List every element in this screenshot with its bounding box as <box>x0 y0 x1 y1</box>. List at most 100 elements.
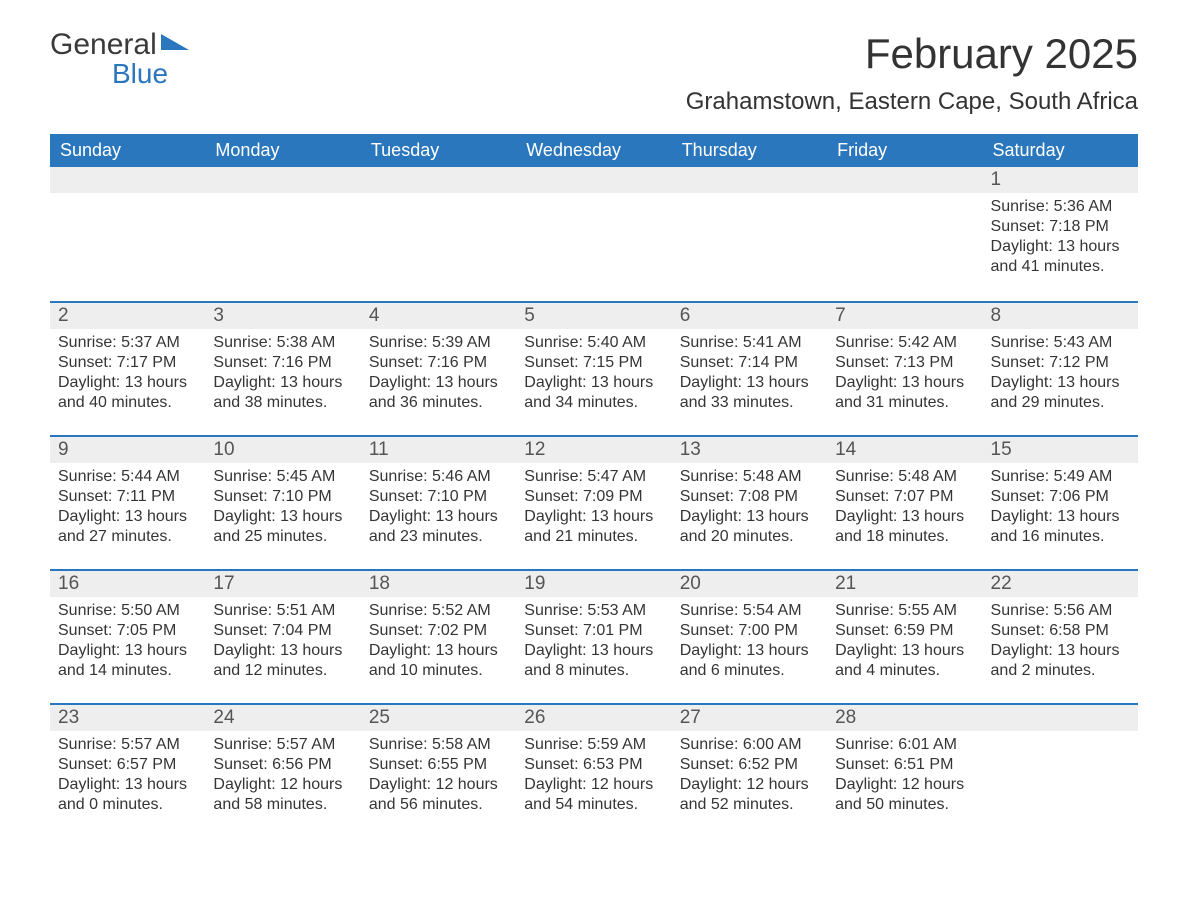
sunrise-line: Sunrise: 5:53 AM <box>524 601 663 621</box>
calendar-body: 1Sunrise: 5:36 AMSunset: 7:18 PMDaylight… <box>50 167 1138 823</box>
daylight-line: Daylight: 13 hours and 34 minutes. <box>524 373 663 413</box>
sunset-line: Sunset: 7:10 PM <box>369 487 508 507</box>
sunset-line: Sunset: 6:59 PM <box>835 621 974 641</box>
daylight-line: Daylight: 12 hours and 50 minutes. <box>835 775 974 815</box>
daylight-line: Daylight: 13 hours and 38 minutes. <box>213 373 352 413</box>
sunset-line: Sunset: 6:57 PM <box>58 755 197 775</box>
day-details: Sunrise: 5:39 AMSunset: 7:16 PMDaylight:… <box>361 329 516 421</box>
day-number: 22 <box>983 569 1138 597</box>
calendar-table: SundayMondayTuesdayWednesdayThursdayFrid… <box>50 134 1138 823</box>
day-details: Sunrise: 6:01 AMSunset: 6:51 PMDaylight:… <box>827 731 982 823</box>
day-number: 17 <box>205 569 360 597</box>
sunrise-line: Sunrise: 5:45 AM <box>213 467 352 487</box>
calendar-cell: 6Sunrise: 5:41 AMSunset: 7:14 PMDaylight… <box>672 301 827 435</box>
day-details: Sunrise: 5:58 AMSunset: 6:55 PMDaylight:… <box>361 731 516 823</box>
day-details: Sunrise: 5:55 AMSunset: 6:59 PMDaylight:… <box>827 597 982 689</box>
calendar-row: 9Sunrise: 5:44 AMSunset: 7:11 PMDaylight… <box>50 435 1138 569</box>
sunset-line: Sunset: 7:11 PM <box>58 487 197 507</box>
day-number: 26 <box>516 703 671 731</box>
calendar-cell: 17Sunrise: 5:51 AMSunset: 7:04 PMDayligh… <box>205 569 360 703</box>
daylight-line: Daylight: 13 hours and 27 minutes. <box>58 507 197 547</box>
calendar-cell: 28Sunrise: 6:01 AMSunset: 6:51 PMDayligh… <box>827 703 982 823</box>
sunrise-line: Sunrise: 5:56 AM <box>991 601 1130 621</box>
brand-triangle-icon <box>161 30 189 55</box>
sunrise-line: Sunrise: 5:43 AM <box>991 333 1130 353</box>
day-number: 25 <box>361 703 516 731</box>
calendar-cell: 3Sunrise: 5:38 AMSunset: 7:16 PMDaylight… <box>205 301 360 435</box>
calendar-cell: 5Sunrise: 5:40 AMSunset: 7:15 PMDaylight… <box>516 301 671 435</box>
daylight-line: Daylight: 13 hours and 12 minutes. <box>213 641 352 681</box>
day-details: Sunrise: 5:46 AMSunset: 7:10 PMDaylight:… <box>361 463 516 555</box>
sunset-line: Sunset: 7:02 PM <box>369 621 508 641</box>
calendar-cell: 16Sunrise: 5:50 AMSunset: 7:05 PMDayligh… <box>50 569 205 703</box>
day-number: 9 <box>50 435 205 463</box>
sunrise-line: Sunrise: 5:36 AM <box>991 197 1130 217</box>
daylight-line: Daylight: 13 hours and 4 minutes. <box>835 641 974 681</box>
daylight-line: Daylight: 13 hours and 2 minutes. <box>991 641 1130 681</box>
daylight-line: Daylight: 13 hours and 33 minutes. <box>680 373 819 413</box>
sunrise-line: Sunrise: 5:55 AM <box>835 601 974 621</box>
daylight-line: Daylight: 12 hours and 54 minutes. <box>524 775 663 815</box>
empty-day-head <box>205 167 360 193</box>
calendar-cell: 21Sunrise: 5:55 AMSunset: 6:59 PMDayligh… <box>827 569 982 703</box>
day-details: Sunrise: 5:42 AMSunset: 7:13 PMDaylight:… <box>827 329 982 421</box>
day-details: Sunrise: 5:45 AMSunset: 7:10 PMDaylight:… <box>205 463 360 555</box>
daylight-line: Daylight: 13 hours and 23 minutes. <box>369 507 508 547</box>
day-details: Sunrise: 5:41 AMSunset: 7:14 PMDaylight:… <box>672 329 827 421</box>
calendar-cell: 23Sunrise: 5:57 AMSunset: 6:57 PMDayligh… <box>50 703 205 823</box>
day-details: Sunrise: 5:57 AMSunset: 6:56 PMDaylight:… <box>205 731 360 823</box>
brand-logo: General Blue <box>50 30 189 90</box>
weekday-header: Thursday <box>672 134 827 167</box>
sunset-line: Sunset: 7:08 PM <box>680 487 819 507</box>
sunrise-line: Sunrise: 5:48 AM <box>680 467 819 487</box>
day-details: Sunrise: 5:51 AMSunset: 7:04 PMDaylight:… <box>205 597 360 689</box>
daylight-line: Daylight: 13 hours and 29 minutes. <box>991 373 1130 413</box>
day-details: Sunrise: 5:53 AMSunset: 7:01 PMDaylight:… <box>516 597 671 689</box>
sunrise-line: Sunrise: 5:39 AM <box>369 333 508 353</box>
day-details: Sunrise: 5:40 AMSunset: 7:15 PMDaylight:… <box>516 329 671 421</box>
daylight-line: Daylight: 12 hours and 58 minutes. <box>213 775 352 815</box>
sunset-line: Sunset: 6:56 PM <box>213 755 352 775</box>
calendar-cell: 4Sunrise: 5:39 AMSunset: 7:16 PMDaylight… <box>361 301 516 435</box>
empty-day-head <box>983 703 1138 731</box>
sunset-line: Sunset: 6:55 PM <box>369 755 508 775</box>
calendar-cell: 18Sunrise: 5:52 AMSunset: 7:02 PMDayligh… <box>361 569 516 703</box>
empty-day-head <box>361 167 516 193</box>
sunset-line: Sunset: 6:58 PM <box>991 621 1130 641</box>
calendar-cell: 9Sunrise: 5:44 AMSunset: 7:11 PMDaylight… <box>50 435 205 569</box>
day-number: 5 <box>516 301 671 329</box>
calendar-cell: 27Sunrise: 6:00 AMSunset: 6:52 PMDayligh… <box>672 703 827 823</box>
empty-day-head <box>672 167 827 193</box>
daylight-line: Daylight: 13 hours and 40 minutes. <box>58 373 197 413</box>
sunrise-line: Sunrise: 5:50 AM <box>58 601 197 621</box>
sunrise-line: Sunrise: 5:51 AM <box>213 601 352 621</box>
calendar-cell: 24Sunrise: 5:57 AMSunset: 6:56 PMDayligh… <box>205 703 360 823</box>
day-details: Sunrise: 5:49 AMSunset: 7:06 PMDaylight:… <box>983 463 1138 555</box>
day-number: 11 <box>361 435 516 463</box>
sunrise-line: Sunrise: 5:37 AM <box>58 333 197 353</box>
sunset-line: Sunset: 6:53 PM <box>524 755 663 775</box>
empty-day-head <box>50 167 205 193</box>
day-details: Sunrise: 5:47 AMSunset: 7:09 PMDaylight:… <box>516 463 671 555</box>
day-details: Sunrise: 5:38 AMSunset: 7:16 PMDaylight:… <box>205 329 360 421</box>
sunset-line: Sunset: 7:16 PM <box>213 353 352 373</box>
calendar-cell <box>827 167 982 301</box>
sunset-line: Sunset: 7:09 PM <box>524 487 663 507</box>
sunrise-line: Sunrise: 5:40 AM <box>524 333 663 353</box>
day-details: Sunrise: 5:57 AMSunset: 6:57 PMDaylight:… <box>50 731 205 823</box>
weekday-header-row: SundayMondayTuesdayWednesdayThursdayFrid… <box>50 134 1138 167</box>
sunrise-line: Sunrise: 5:48 AM <box>835 467 974 487</box>
calendar-cell <box>205 167 360 301</box>
daylight-line: Daylight: 13 hours and 6 minutes. <box>680 641 819 681</box>
calendar-cell: 22 Sunrise: 5:56 AMSunset: 6:58 PMDayligh… <box>983 569 1138 703</box>
sunrise-line: Sunrise: 5:57 AM <box>213 735 352 755</box>
sunset-line: Sunset: 7:10 PM <box>213 487 352 507</box>
day-details: Sunrise: 5:54 AMSunset: 7:00 PMDaylight:… <box>672 597 827 689</box>
calendar-cell <box>50 167 205 301</box>
sunrise-line: Sunrise: 5:59 AM <box>524 735 663 755</box>
day-details: Sunrise: 5:43 AMSunset: 7:12 PMDaylight:… <box>983 329 1138 421</box>
daylight-line: Daylight: 13 hours and 8 minutes. <box>524 641 663 681</box>
day-number: 27 <box>672 703 827 731</box>
daylight-line: Daylight: 13 hours and 18 minutes. <box>835 507 974 547</box>
day-number: 23 <box>50 703 205 731</box>
